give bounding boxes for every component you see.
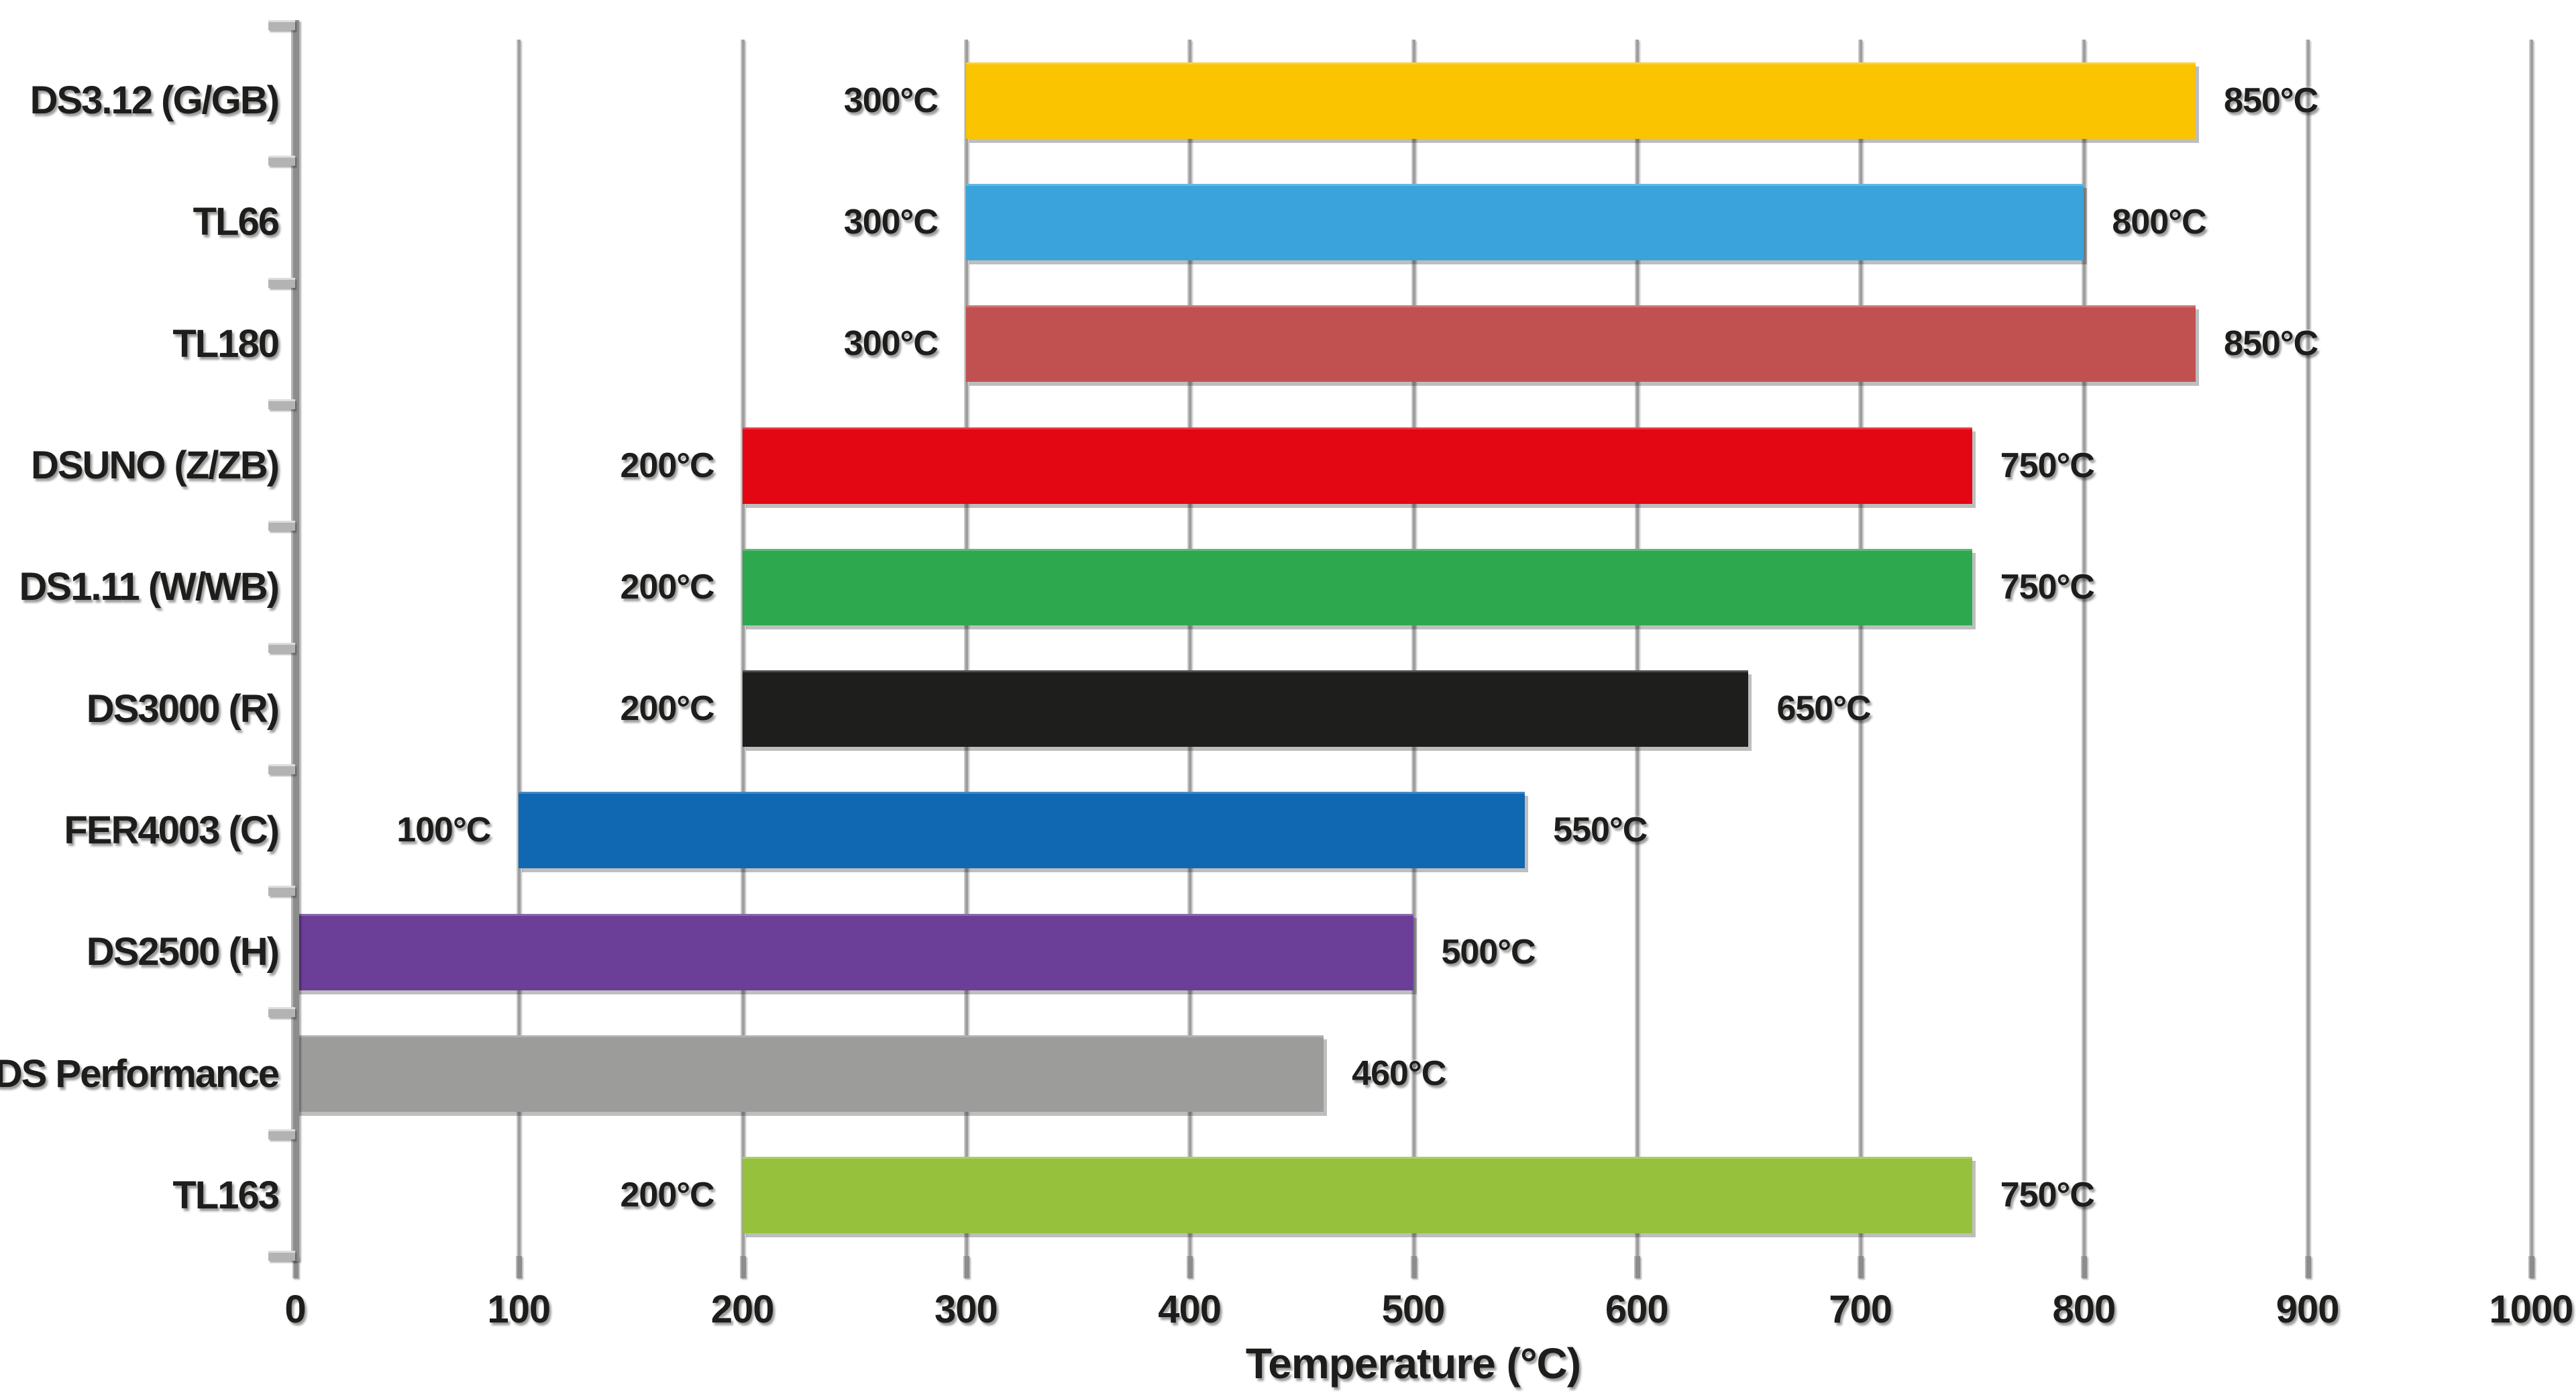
bar-end-label: 460°C	[1352, 1054, 1446, 1094]
bar-end-label: 750°C	[2000, 1176, 2095, 1215]
x-axis-tick	[2304, 1256, 2311, 1278]
bar-start-label: 100°C	[396, 811, 491, 850]
x-tick-label: 900	[2275, 1288, 2340, 1331]
bar-end-label: 850°C	[2224, 81, 2318, 120]
gridline	[1634, 40, 1639, 1256]
y-axis-tick	[268, 764, 295, 774]
y-axis-tick	[268, 277, 295, 288]
bar-end-label: 800°C	[2112, 202, 2206, 242]
row-label: TL180	[172, 321, 280, 366]
bar-start-label: 200°C	[620, 1176, 714, 1215]
bar-end-label: 850°C	[2224, 324, 2318, 364]
bar	[519, 792, 1525, 869]
row-label: DS2500 (H)	[86, 930, 280, 974]
x-axis-tick	[1187, 1256, 1193, 1278]
x-axis-title: Temperature (°C)	[1245, 1339, 1581, 1388]
gridline	[517, 40, 521, 1256]
x-axis-tick	[963, 1256, 969, 1278]
x-tick-label: 1000	[2489, 1288, 2573, 1331]
bar-end-label: 500°C	[1441, 932, 1536, 972]
y-axis-tick	[268, 1251, 295, 1261]
bar	[742, 548, 1972, 625]
x-tick-label: 500	[1381, 1288, 1446, 1331]
gridline	[1411, 40, 1415, 1256]
bar-end-label: 750°C	[2000, 567, 2095, 607]
y-axis-tick	[268, 156, 295, 166]
x-axis-tick	[739, 1256, 746, 1278]
bar	[965, 62, 2196, 139]
row-label: TL163	[172, 1173, 280, 1217]
bar-end-label: 550°C	[1553, 811, 1648, 850]
x-tick-label: 400	[1158, 1288, 1222, 1331]
bar-start-label: 300°C	[843, 81, 938, 120]
y-axis-tick	[268, 1007, 295, 1018]
bar	[742, 670, 1749, 747]
bar-start-label: 200°C	[620, 689, 714, 729]
bar	[965, 183, 2084, 260]
y-axis-tick	[268, 399, 295, 409]
bar-start-label: 200°C	[620, 567, 714, 607]
y-axis-tick	[268, 886, 295, 896]
y-axis-tick	[268, 521, 295, 531]
gridline	[740, 40, 745, 1256]
bar	[742, 427, 1972, 504]
x-axis-tick	[2081, 1256, 2088, 1278]
row-label: DS1.11 (W/WB)	[19, 565, 280, 609]
x-tick-label: 700	[1829, 1288, 1892, 1331]
y-axis-tick	[268, 1129, 295, 1139]
gridline	[2082, 40, 2086, 1256]
gridline	[2305, 40, 2310, 1256]
bar-start-label: 300°C	[843, 324, 938, 364]
row-label: DS Performance	[0, 1051, 280, 1096]
x-axis-tick	[2528, 1256, 2534, 1278]
x-tick-label: 300	[934, 1288, 998, 1331]
x-axis-tick	[1633, 1256, 1640, 1278]
row-label: TL66	[193, 200, 280, 244]
x-axis-tick	[1410, 1256, 1417, 1278]
row-label: DS3.12 (G/GB)	[30, 79, 280, 123]
bar	[295, 913, 1413, 990]
gridline	[1187, 40, 1192, 1256]
x-tick-label: 0	[284, 1288, 306, 1331]
gridline	[963, 40, 968, 1256]
x-tick-label: 100	[487, 1288, 551, 1331]
x-tick-label: 600	[1605, 1288, 1669, 1331]
gridline	[2529, 40, 2533, 1256]
x-tick-label: 800	[2052, 1288, 2116, 1331]
row-label: DSUNO (Z/ZB)	[30, 444, 280, 488]
row-label: DS3000 (R)	[86, 686, 280, 731]
bar-start-label: 300°C	[843, 202, 938, 242]
bar	[965, 305, 2196, 382]
bar-end-label: 750°C	[2000, 446, 2095, 485]
gridline	[1858, 40, 1863, 1256]
bar	[742, 1157, 1972, 1234]
x-axis-tick	[292, 1256, 299, 1278]
bar-end-label: 650°C	[1776, 689, 1871, 729]
y-axis-tick	[268, 642, 295, 653]
x-axis-tick	[516, 1256, 523, 1278]
y-axis-line	[291, 20, 299, 1261]
row-label: FER4003 (C)	[64, 808, 280, 852]
x-tick-label: 200	[710, 1288, 775, 1331]
y-axis-tick	[268, 20, 295, 30]
bar-start-label: 200°C	[620, 446, 714, 485]
bar	[295, 1035, 1324, 1112]
x-axis-tick	[1858, 1256, 1864, 1278]
